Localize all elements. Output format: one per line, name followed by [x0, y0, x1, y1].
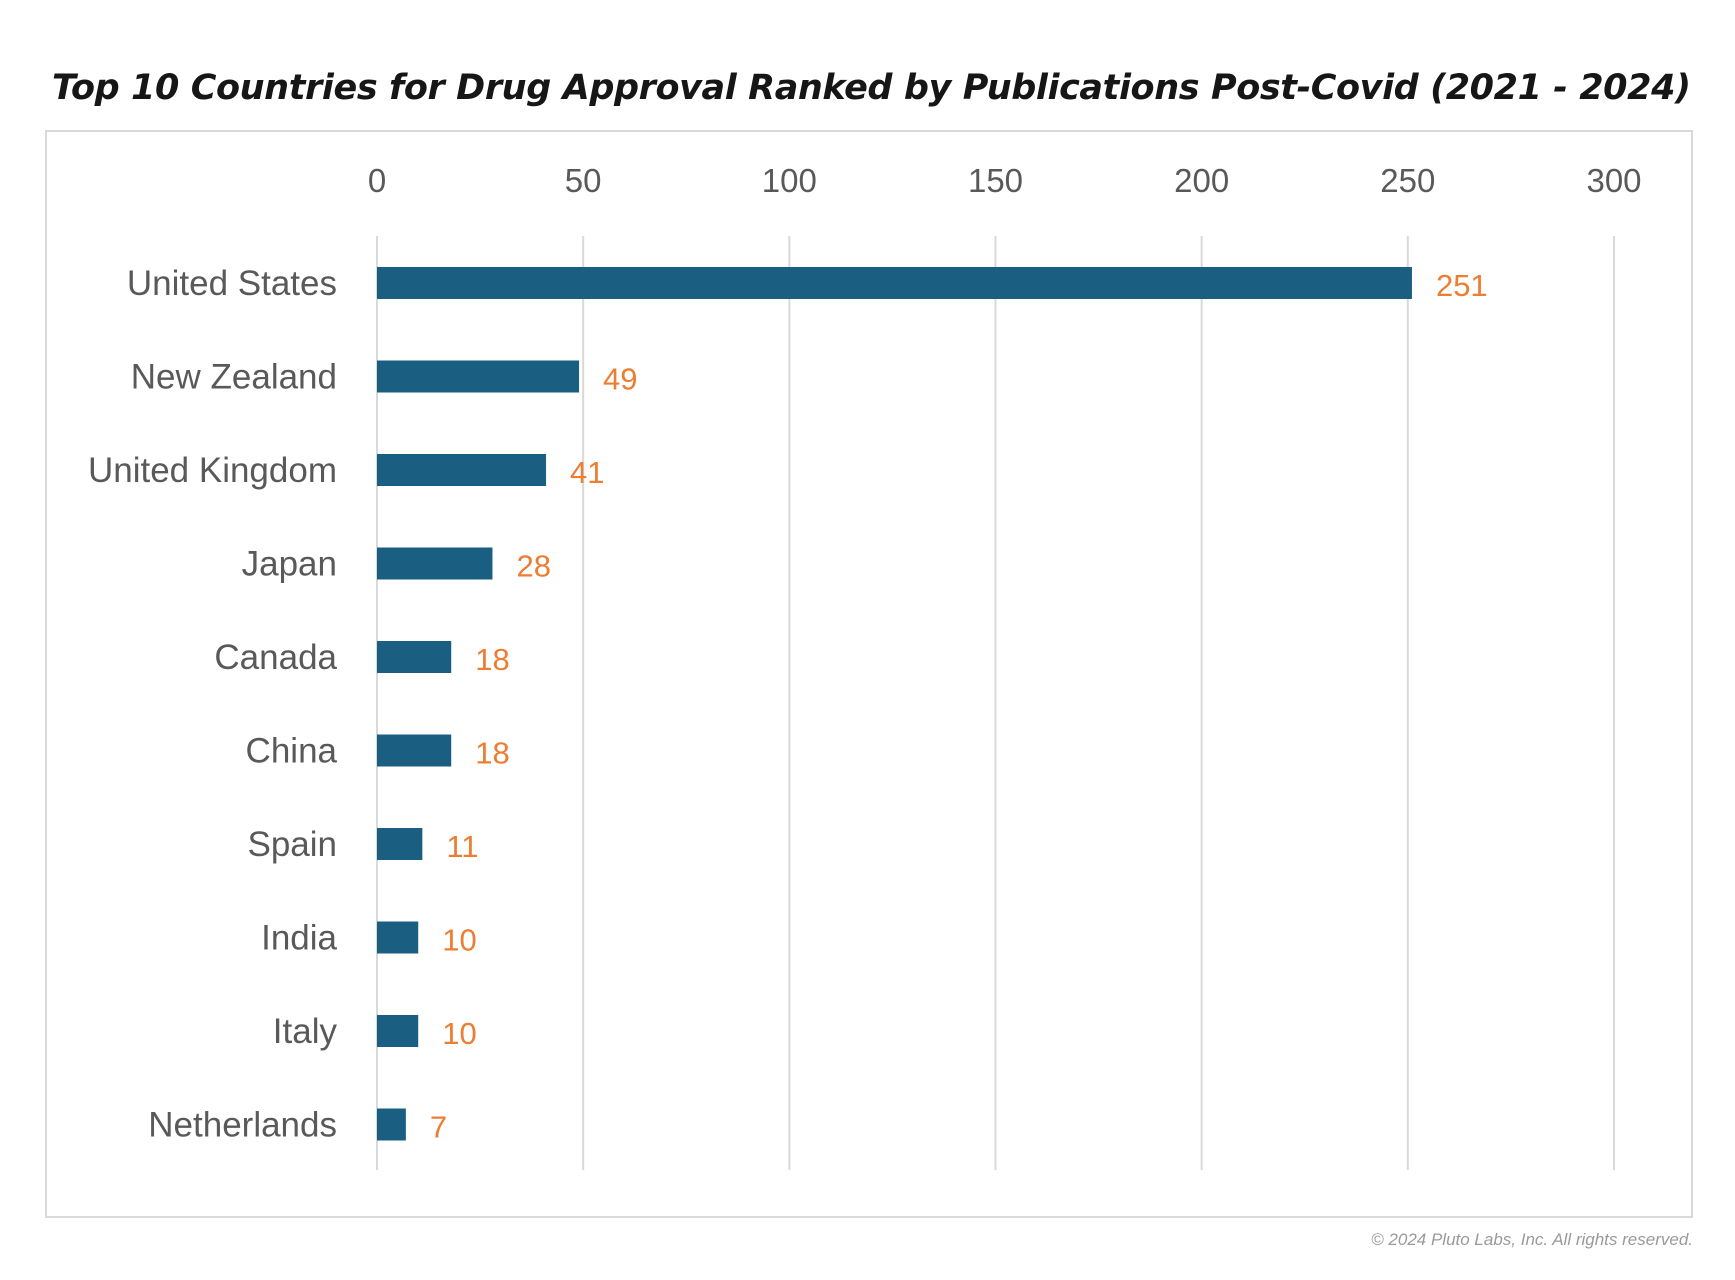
bar [377, 360, 580, 393]
bar [377, 1015, 419, 1047]
data-label: 28 [516, 549, 550, 584]
x-tick-label: 200 [1174, 162, 1229, 199]
bar [377, 1108, 406, 1141]
data-label: 10 [442, 1016, 476, 1051]
data-label: 41 [570, 455, 604, 490]
x-tick-label: 250 [1380, 162, 1435, 199]
category-label: Spain [247, 825, 337, 864]
bar [377, 454, 547, 486]
data-label: 7 [430, 1110, 447, 1145]
bar [377, 547, 493, 580]
category-labels: United States New Zealand United Kingdom Ja… [88, 264, 338, 1145]
chart-frame [45, 130, 1693, 1218]
data-label: 10 [442, 923, 476, 958]
chart-title: Top 10 Countries for Drug Approval Ranke… [52, 68, 1691, 108]
category-label: Canada [214, 638, 337, 677]
bar [377, 641, 452, 673]
category-label: China [246, 732, 338, 771]
bar [377, 921, 419, 954]
category-label: United States [127, 264, 337, 303]
bars [377, 267, 1412, 1141]
x-tick-label: 300 [1586, 162, 1641, 199]
category-label: Japan [242, 545, 337, 584]
data-labels: 251 49 41 28 18 18 11 10 10 7 [430, 268, 1488, 1145]
category-label: New Zealand [131, 358, 337, 397]
category-label: India [261, 919, 337, 958]
data-label: 49 [603, 362, 637, 397]
data-label: 18 [475, 642, 509, 677]
x-tick-label: 100 [762, 162, 817, 199]
data-label: 251 [1436, 268, 1488, 303]
bar [377, 267, 1412, 299]
data-label: 11 [446, 829, 478, 864]
bar [377, 828, 423, 860]
data-label: 18 [475, 736, 509, 771]
x-tick-label: 150 [968, 162, 1023, 199]
x-tick-label: 50 [565, 162, 602, 199]
category-label: Italy [273, 1012, 338, 1051]
category-label: United Kingdom [88, 451, 337, 490]
x-tick-label: 0 [368, 162, 386, 199]
copyright-notice: © 2024 Pluto Labs, Inc. All rights reser… [1371, 1230, 1693, 1249]
category-label: Netherlands [148, 1106, 337, 1145]
x-axis-tick-labels: 0 50 100 150 200 250 300 [368, 162, 1642, 199]
bar [377, 734, 452, 767]
